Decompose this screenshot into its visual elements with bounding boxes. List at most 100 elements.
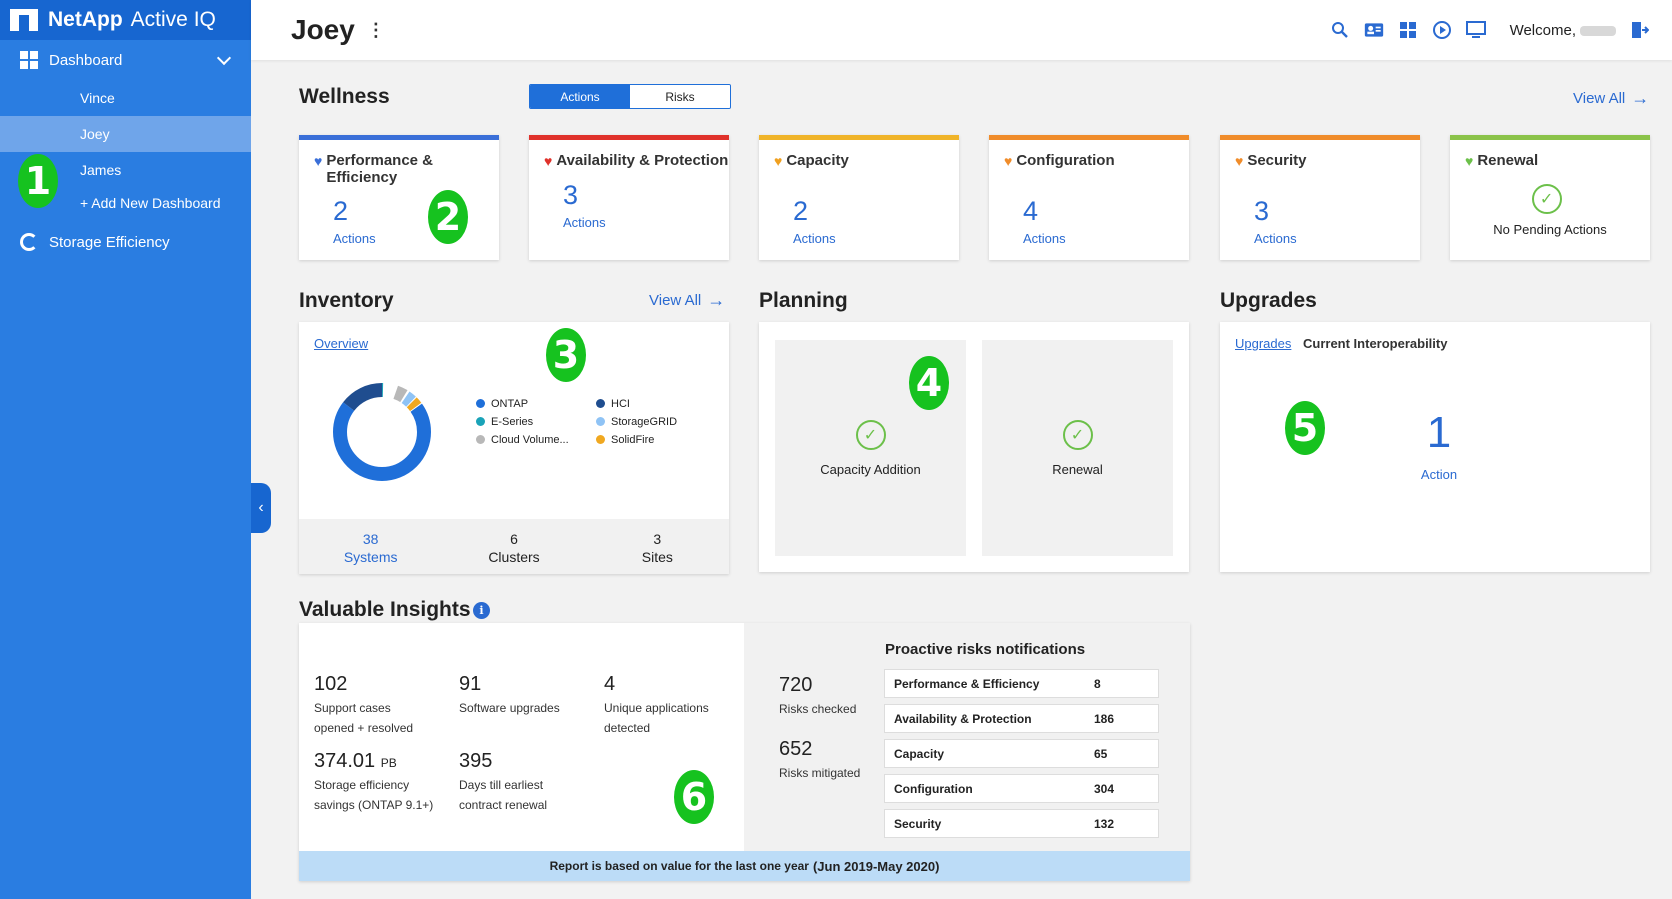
card-count: 3 (1254, 196, 1270, 226)
stat-value: 102 (314, 673, 348, 695)
wellness-card-capacity[interactable]: ♥ Capacity 2 Actions (759, 135, 959, 260)
stat-value: 652 (779, 738, 813, 760)
view-all-label: View All (1573, 90, 1626, 107)
legend-label: ONTAP (491, 398, 529, 410)
netapp-logo-icon (10, 9, 38, 31)
marker-2: 2 (428, 190, 468, 244)
wellness-card-availability[interactable]: ♥ Availability & Protection 3 Actions (529, 135, 729, 260)
wellness-card-security[interactable]: ♥ Security 3 Actions (1220, 135, 1420, 260)
risk-name: Security (894, 816, 942, 831)
info-icon[interactable]: i (473, 602, 490, 619)
check-circle-icon: ✓ (1062, 420, 1093, 450)
inventory-view-all-link[interactable]: View All → (649, 290, 725, 311)
stat-software-upgrades: 91 Software upgrades (459, 673, 560, 718)
stat-risks-checked: 720 Risks checked (779, 674, 856, 719)
card-count: 2 (793, 196, 809, 226)
risk-row-availability[interactable]: Availability & Protection 186 (884, 704, 1159, 733)
stat-storage-efficiency: 374.01 PB Storage efficiency savings (ONT… (314, 750, 433, 815)
stat-label: Days till earliest (459, 778, 544, 792)
card-title: Renewal (1477, 152, 1539, 169)
sidebar-item-dashboard[interactable]: Dashboard (0, 40, 251, 80)
wellness-card-performance[interactable]: ♥ Performance & Efficiency 2 Actions (299, 135, 499, 260)
sidebar-item-label: Storage Efficiency (49, 233, 170, 251)
risk-row-capacity[interactable]: Capacity 65 (884, 739, 1159, 768)
tab-upgrades[interactable]: Upgrades (1235, 336, 1292, 351)
marker-5: 5 (1285, 401, 1325, 455)
tab-overview[interactable]: Overview (314, 336, 369, 351)
brand-name: NetApp (48, 8, 123, 31)
insights-card: 102 Support cases opened + resolved 91 So… (299, 623, 1190, 881)
legend-dot (476, 417, 485, 426)
add-dashboard-link[interactable]: + Add New Dashboard (80, 195, 221, 211)
tab-current-interoperability[interactable]: Current Interoperability (1303, 336, 1448, 351)
legend-item-solidfire[interactable]: SolidFire (596, 434, 706, 446)
risk-count: 8 (1094, 676, 1101, 691)
tab-actions[interactable]: Actions (530, 85, 630, 108)
search-icon[interactable] (1330, 20, 1350, 40)
tab-risks[interactable]: Risks (630, 85, 730, 108)
view-all-label: View All (649, 292, 702, 309)
stat-contract-renewal: 395 Days till earliest contract renewal (459, 750, 547, 815)
upgrades-label[interactable]: Action (1420, 467, 1458, 482)
inventory-title: Inventory (299, 289, 394, 312)
monitor-icon[interactable] (1465, 20, 1486, 40)
legend-dot (476, 435, 485, 444)
contact-card-icon[interactable] (1364, 20, 1384, 40)
collapse-sidebar-button[interactable]: ‹ (251, 483, 271, 533)
card-label: Actions (793, 231, 836, 246)
heart-pulse-icon: ♥ (774, 153, 783, 169)
more-options-icon[interactable]: ⋮ (366, 19, 385, 40)
card-count: 4 (1023, 196, 1039, 226)
card-count: 3 (563, 180, 579, 210)
risk-row-configuration[interactable]: Configuration 304 (884, 774, 1159, 803)
play-icon[interactable] (1432, 20, 1452, 40)
legend-label: HCI (611, 398, 630, 410)
logout-icon[interactable] (1630, 20, 1650, 40)
legend-item-ontap[interactable]: ONTAP (476, 398, 596, 410)
legend-dot (596, 435, 605, 444)
apps-grid-icon[interactable] (1398, 20, 1418, 40)
wellness-card-renewal[interactable]: ♥ Renewal ✓ No Pending Actions (1450, 135, 1650, 260)
legend-label: StorageGRID (611, 416, 678, 428)
sidebar-item-james[interactable]: James (80, 162, 122, 178)
donut-slice-ontap (333, 383, 431, 481)
risk-name: Performance & Efficiency (894, 676, 1040, 691)
legend-item-cloud-volume[interactable]: Cloud Volume... (476, 434, 596, 446)
wellness-card-configuration[interactable]: ♥ Configuration 4 Actions (989, 135, 1189, 260)
stat-unit: PB (380, 756, 397, 770)
sidebar-item-vince[interactable]: Vince (80, 90, 115, 106)
planning-title: Planning (759, 289, 848, 312)
welcome-text: Welcome, (1510, 22, 1616, 39)
card-title: Capacity (786, 152, 849, 169)
stat-label: Software upgrades (459, 701, 560, 715)
sidebar-item-storage-efficiency[interactable]: Storage Efficiency (0, 222, 251, 262)
inventory-legend: ONTAP HCI E-Series StorageGRID Cloud Vol… (476, 398, 706, 446)
upgrades-card: Upgrades Current Interoperability 1 Acti… (1220, 322, 1650, 572)
sidebar-item-joey[interactable]: Joey (0, 116, 251, 152)
legend-label: Cloud Volume... (491, 434, 569, 446)
chevron-down-icon[interactable] (216, 50, 232, 65)
risk-count: 186 (1094, 711, 1115, 726)
legend-item-storagegrid[interactable]: StorageGRID (596, 416, 706, 428)
footer-period: (Jun 2019-May 2020) (812, 858, 940, 874)
brand-bar[interactable]: NetApp Active IQ (0, 0, 251, 40)
legend-item-eseries[interactable]: E-Series (476, 416, 596, 428)
legend-item-hci[interactable]: HCI (596, 398, 706, 410)
no-pending-label: No Pending Actions (1493, 222, 1607, 237)
stat-value: 4 (604, 673, 616, 695)
marker-6: 6 (674, 770, 714, 824)
stat-label: Risks mitigated (779, 766, 861, 780)
planning-renewal[interactable]: ✓ Renewal (982, 340, 1173, 556)
sidebar-item-label: Dashboard (49, 51, 123, 69)
risk-row-security[interactable]: Security 132 (884, 809, 1159, 838)
user-name-redacted (1580, 25, 1616, 36)
systems-link[interactable]: 38 Systems (299, 519, 442, 574)
wellness-view-all-link[interactable]: View All → (1573, 88, 1649, 109)
marker-3: 3 (546, 328, 586, 382)
heart-pulse-icon: ♥ (1465, 153, 1474, 169)
welcome-label: Welcome, (1509, 21, 1576, 39)
upgrades-count[interactable]: 1 (1426, 408, 1452, 457)
risk-name: Capacity (894, 746, 945, 761)
risk-row-performance[interactable]: Performance & Efficiency 8 (884, 669, 1159, 698)
inventory-donut-chart (333, 383, 431, 481)
